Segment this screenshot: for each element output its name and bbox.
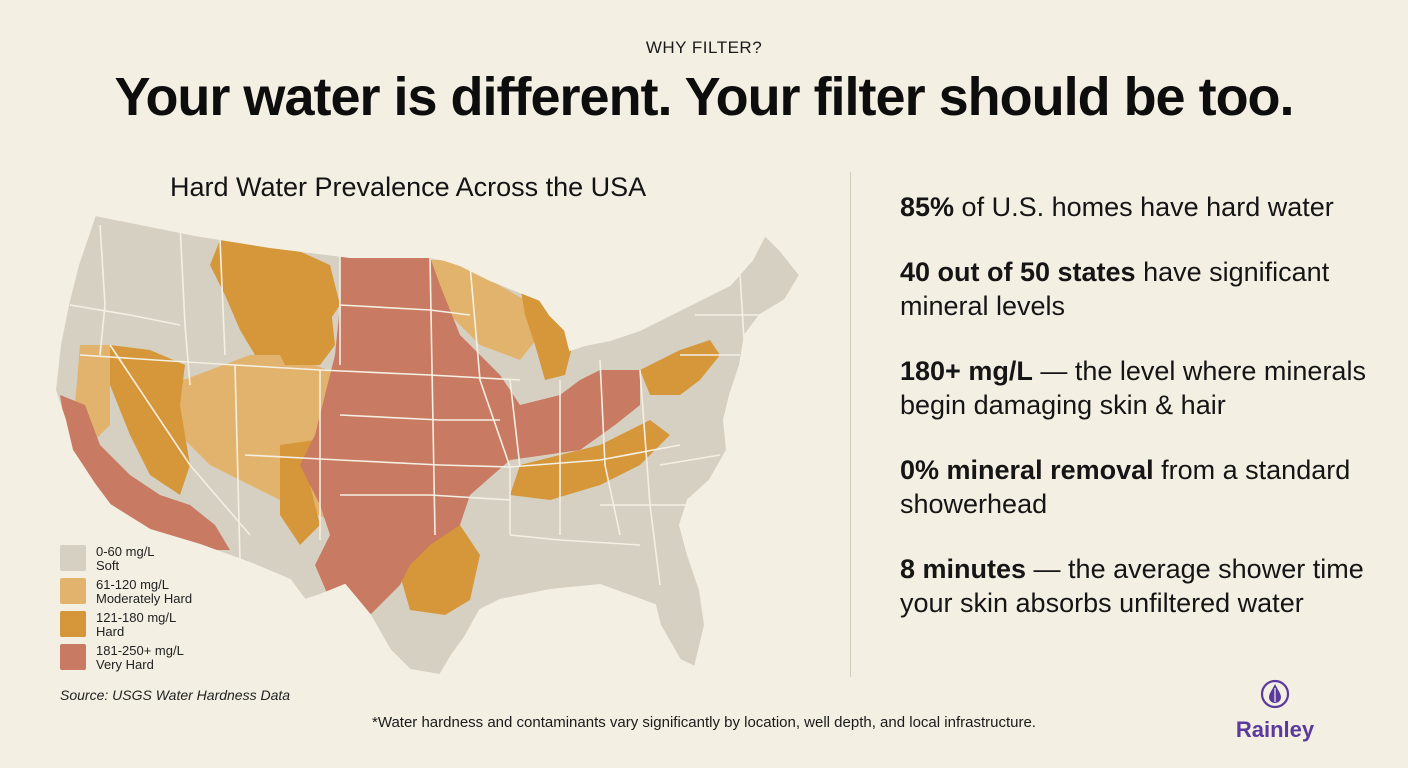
- stat-highlight: 0% mineral removal: [900, 455, 1154, 485]
- stat-text: from a standard showerhead: [900, 455, 1351, 519]
- brand-logo: Rainley: [1230, 678, 1320, 743]
- stat-highlight: 8 minutes: [900, 554, 1027, 584]
- stat-highlight: 85%: [900, 192, 955, 222]
- stat-item: 40 out of 50 states have significant min…: [900, 255, 1390, 323]
- state-borders: [69, 224, 760, 586]
- headline: Your water is different. Your filter sho…: [114, 67, 1294, 127]
- stat-text: have significant mineral levels: [900, 257, 1330, 321]
- region-nevada-hard: [110, 345, 190, 495]
- region-upper-midwest-moderate: [420, 260, 540, 360]
- legend-item-moderate: 61-120 mg/L Moderately Hard: [60, 578, 192, 607]
- stat-item: 8 minutes — the average shower time your…: [900, 552, 1390, 620]
- legend-swatch-hard: [60, 611, 86, 637]
- stats-list: 85% of U.S. homes have hard water 40 out…: [900, 190, 1390, 651]
- stat-text: of U.S. homes have hard water: [954, 192, 1334, 222]
- stat-text: — the level where minerals begin damagin…: [900, 356, 1366, 420]
- legend-label: Soft: [96, 558, 120, 573]
- eyebrow-label: WHY FILTER?: [645, 38, 763, 57]
- legend-swatch-moderate: [60, 578, 86, 604]
- region-great-plains-very-hard: [300, 250, 640, 625]
- map-title: Hard Water Prevalence Across the USA: [170, 172, 647, 202]
- legend-range: 181-250+ mg/L: [96, 643, 184, 658]
- region-wyoming-hard: [270, 300, 335, 365]
- region-southern-california-very-hard: [60, 395, 230, 550]
- legend-label: Very Hard: [96, 657, 154, 672]
- legend-label: Hard: [96, 624, 125, 639]
- usa-outline: [53, 213, 802, 677]
- stat-item: 0% mineral removal from a standard showe…: [900, 453, 1390, 521]
- stat-text: — the average shower time your skin abso…: [900, 554, 1364, 618]
- droplet-icon: [1260, 679, 1290, 709]
- stat-item: 85% of U.S. homes have hard water: [900, 190, 1390, 224]
- legend-item-very-hard: 181-250+ mg/L Very Hard: [60, 644, 192, 673]
- legend-label: Moderately Hard: [96, 591, 193, 606]
- column-divider: [850, 172, 851, 677]
- brand-name: Rainley: [1235, 717, 1315, 742]
- legend-item-hard: 121-180 mg/L Hard: [60, 611, 192, 640]
- footnote: *Water hardness and contaminants vary si…: [372, 714, 1036, 731]
- source-citation: Source: USGS Water Hardness Data: [60, 687, 291, 703]
- legend-range: 121-180 mg/L: [96, 610, 177, 625]
- legend-range: 0-60 mg/L: [96, 544, 155, 559]
- stat-highlight: 180+ mg/L: [900, 356, 1033, 386]
- usa-hardness-map: [40, 205, 830, 685]
- legend-swatch-soft: [60, 545, 86, 571]
- stat-item: 180+ mg/L — the level where minerals beg…: [900, 354, 1390, 422]
- legend-range: 61-120 mg/L: [96, 577, 169, 592]
- stat-highlight: 40 out of 50 states: [900, 257, 1136, 287]
- region-pennsylvania-hard: [640, 340, 720, 395]
- map-legend: 0-60 mg/L Soft 61-120 mg/L Moderately Ha…: [60, 545, 192, 677]
- legend-item-soft: 0-60 mg/L Soft: [60, 545, 192, 574]
- legend-swatch-very-hard: [60, 644, 86, 670]
